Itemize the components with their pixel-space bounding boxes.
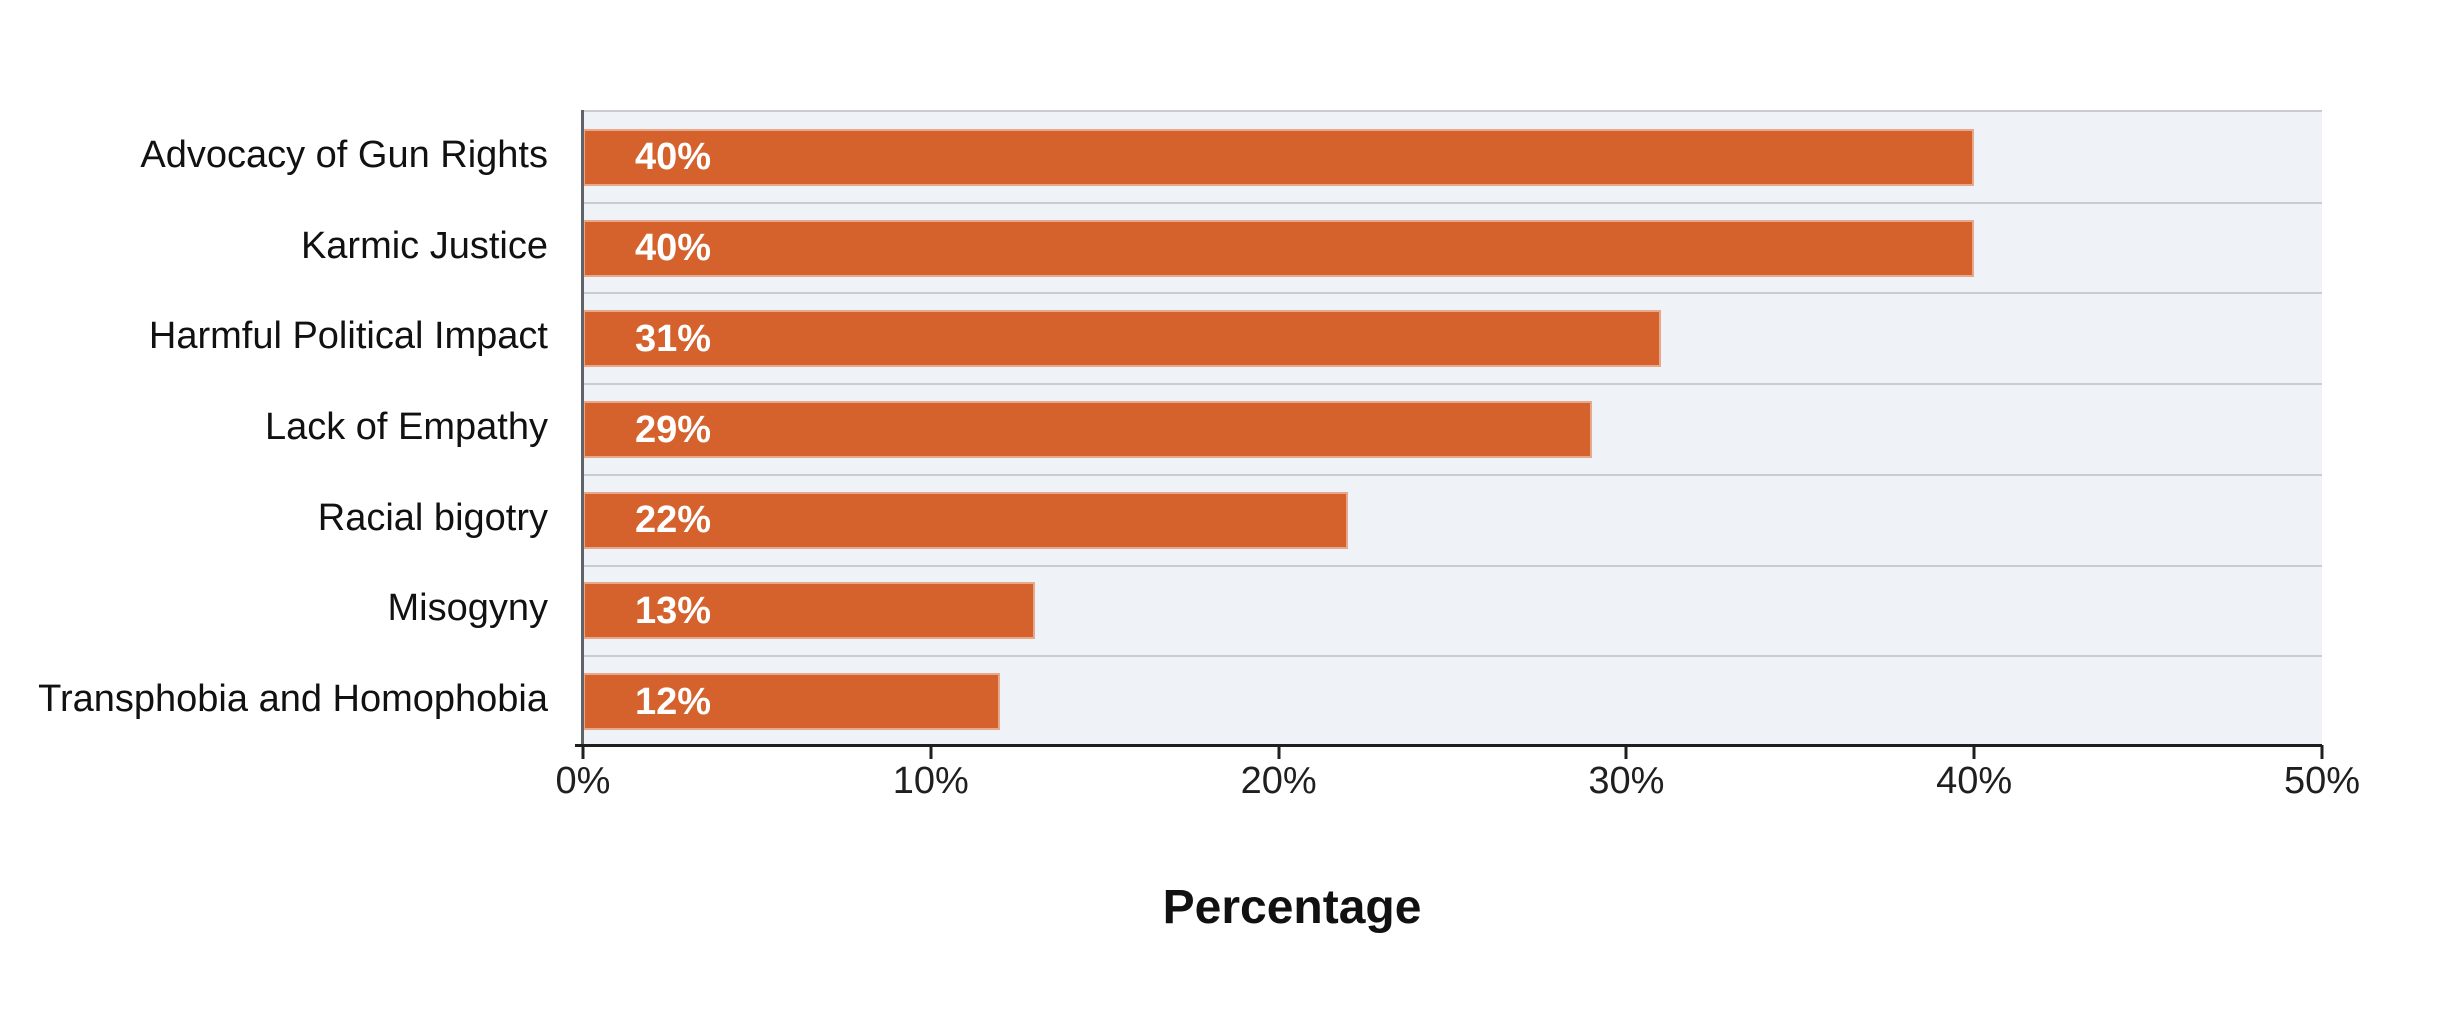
bar: 22% bbox=[583, 491, 1349, 549]
bar-value-label: 29% bbox=[635, 408, 712, 451]
x-axis-title: Percentage bbox=[1162, 881, 1422, 934]
plot-area: 40% 40% 31% 29% 22% 13% 12% bbox=[583, 110, 2322, 745]
category-label: Karmic Justice bbox=[300, 224, 548, 267]
x-tick-mark bbox=[1277, 745, 1281, 759]
x-tick-label: 40% bbox=[1936, 760, 2013, 802]
bar: 40% bbox=[583, 128, 1975, 186]
bar: 13% bbox=[583, 582, 1036, 640]
x-tick-label: 10% bbox=[892, 760, 969, 802]
bar-value-label: 31% bbox=[635, 317, 712, 360]
x-tick-mark bbox=[2320, 745, 2324, 759]
x-tick-mark bbox=[1624, 745, 1628, 759]
gridline bbox=[583, 564, 2322, 567]
bar: 40% bbox=[583, 219, 1975, 277]
x-tick-mark bbox=[581, 745, 585, 759]
category-label: Transphobia and Homophobia bbox=[38, 678, 548, 721]
x-axis-line bbox=[575, 744, 2322, 747]
category-label: Advocacy of Gun Rights bbox=[140, 133, 548, 176]
bar-value-label: 40% bbox=[635, 136, 712, 179]
category-label: Racial bigotry bbox=[317, 496, 548, 539]
x-tick-label: 0% bbox=[555, 760, 611, 802]
gridline bbox=[583, 473, 2322, 476]
x-tick-label: 50% bbox=[2283, 760, 2361, 802]
gridline bbox=[583, 383, 2322, 386]
category-label: Harmful Political Impact bbox=[148, 315, 548, 358]
bar-value-label: 12% bbox=[635, 680, 712, 723]
gridline bbox=[583, 292, 2322, 295]
x-tick-label: 20% bbox=[1240, 760, 1317, 802]
x-tick-mark bbox=[929, 745, 933, 759]
bar: 12% bbox=[583, 673, 1001, 731]
gridline bbox=[583, 655, 2322, 658]
x-tick-mark bbox=[1972, 745, 1976, 759]
bar-value-label: 13% bbox=[635, 589, 712, 632]
category-label: Misogyny bbox=[387, 587, 549, 630]
bar-value-label: 22% bbox=[635, 499, 712, 542]
x-tick-label: 30% bbox=[1588, 760, 1665, 802]
category-label: Lack of Empathy bbox=[264, 405, 548, 448]
gridline bbox=[583, 201, 2322, 204]
bar: 29% bbox=[583, 401, 1592, 458]
y-axis-line bbox=[581, 110, 584, 745]
bar-value-label: 40% bbox=[635, 227, 712, 270]
bar: 31% bbox=[583, 310, 1662, 368]
